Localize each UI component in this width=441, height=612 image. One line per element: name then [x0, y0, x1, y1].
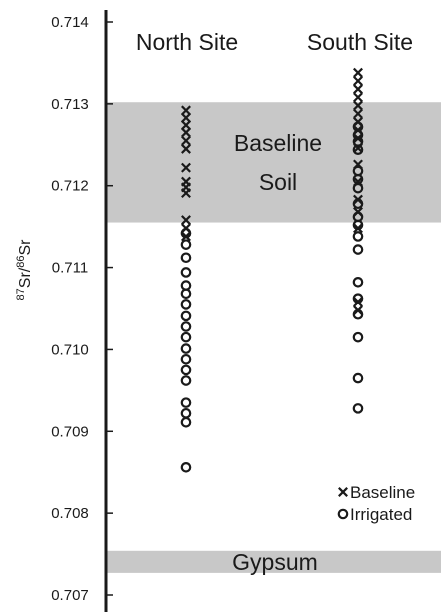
data-point-irrigated: [180, 353, 192, 365]
data-point-irrigated: [352, 129, 364, 141]
data-point-irrigated: [180, 321, 192, 332]
baseline-soil-label-line2: Soil: [259, 169, 297, 195]
data-point-irrigated: [352, 277, 364, 288]
data-point-irrigated: [352, 331, 364, 343]
data-point-baseline: [181, 105, 191, 116]
data-point-baseline: [181, 120, 191, 131]
data-point-irrigated: [180, 267, 192, 278]
data-point-baseline: [353, 67, 363, 78]
data-point-irrigated: [180, 364, 192, 376]
y-axis-title-sup2: 86: [15, 256, 27, 268]
category-label-north: North Site: [136, 29, 238, 55]
y-tick-label: 0.714: [51, 14, 89, 31]
data-point-irrigated: [180, 407, 192, 419]
gypsum-label: Gypsum: [232, 549, 318, 575]
data-point-irrigated: [180, 331, 192, 343]
data-point-irrigated: [180, 462, 192, 473]
legend-x-marker: [338, 487, 348, 497]
data-point-baseline: [353, 100, 363, 111]
y-axis-title-base1: Sr/: [17, 267, 34, 288]
data-point-baseline: [353, 84, 363, 95]
y-axis-title-base2: Sr: [17, 239, 34, 256]
legend-o-marker: [337, 508, 349, 520]
data-point-irrigated: [352, 293, 364, 304]
band-0: [106, 102, 441, 223]
legend-label-baseline: Baseline: [350, 483, 415, 502]
y-tick-label: 0.712: [51, 178, 89, 195]
legend: Baseline Irrigated: [337, 483, 415, 524]
y-tick-label: 0.709: [51, 423, 89, 440]
data-point-irrigated: [180, 397, 192, 408]
data-point-irrigated: [352, 219, 364, 231]
y-tick-label: 0.713: [51, 96, 89, 113]
data-point-irrigated: [352, 182, 364, 194]
data-point-irrigated: [352, 403, 364, 414]
category-label-south: South Site: [307, 29, 413, 55]
legend-marker-irrigated: [337, 508, 349, 520]
legend-label-irrigated: Irrigated: [350, 505, 412, 524]
data-point-irrigated: [180, 299, 192, 310]
data-point-irrigated: [180, 310, 192, 322]
data-point-baseline: [181, 143, 191, 154]
data-point-irrigated: [180, 288, 192, 300]
data-point-irrigated: [180, 375, 192, 386]
data-point-baseline: [181, 215, 191, 226]
data-point-baseline: [181, 135, 191, 146]
data-point-baseline: [353, 92, 363, 103]
data-point-irrigated: [352, 144, 364, 155]
data-point-irrigated: [180, 416, 192, 428]
y-axis-title: 87Sr/86Sr: [15, 239, 34, 301]
y-tick-label: 0.707: [51, 587, 89, 604]
bands: [106, 102, 441, 573]
y-axis-ticks: 0.714 0.713 0.712 0.711 0.710 0.709 0.708 0.707: [51, 14, 113, 604]
data-point-irrigated: [352, 372, 364, 384]
data-point-irrigated: [180, 239, 192, 250]
data-point-irrigated: [180, 343, 192, 354]
data-point-irrigated: [352, 308, 364, 320]
data-point-baseline: [181, 188, 191, 199]
data-point-baseline: [181, 112, 191, 123]
data-point-baseline: [353, 75, 363, 86]
data-point-baseline: [181, 127, 191, 138]
baseline-soil-label-line1: Baseline: [234, 130, 322, 156]
y-axis-title-sup1: 87: [15, 288, 27, 300]
y-tick-label: 0.708: [51, 505, 89, 522]
legend-marker-baseline: [338, 487, 348, 497]
data-point-irrigated: [352, 244, 364, 255]
data-point-irrigated: [180, 227, 192, 239]
data-point-baseline: [353, 108, 363, 119]
y-tick-label: 0.710: [51, 341, 89, 358]
data-point-baseline: [181, 162, 191, 173]
y-axis-title-text: 87Sr/86Sr: [15, 239, 34, 301]
band-1: [106, 550, 441, 573]
data-point-irrigated: [180, 252, 192, 264]
data-points: [180, 67, 364, 473]
data-point-irrigated: [352, 231, 364, 242]
data-point-irrigated: [352, 198, 364, 210]
y-tick-label: 0.711: [52, 260, 88, 277]
